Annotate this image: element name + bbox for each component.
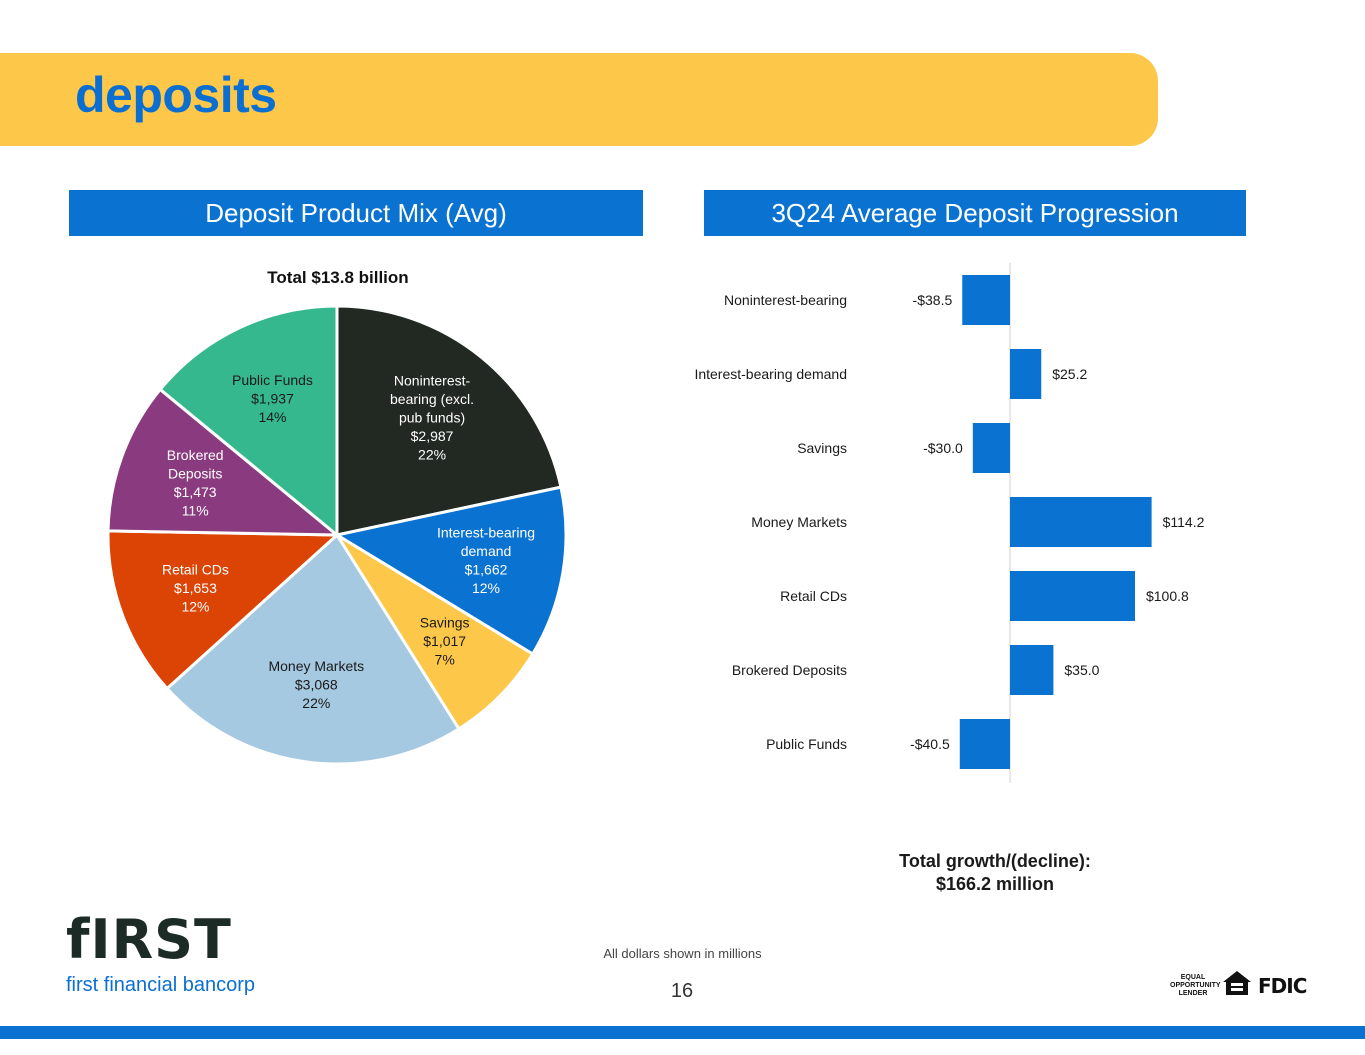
bar-category-label-3: Money Markets [751, 514, 847, 530]
bar-6 [959, 719, 1010, 769]
pie-slice-5 [106, 387, 342, 537]
pie-slice-label-3: Money Markets $3,068 22% [268, 658, 364, 711]
logo-text: first financial bancorp [66, 974, 255, 996]
bar-3 [1010, 497, 1152, 547]
bar-5 [1010, 645, 1054, 695]
pie-slice-3 [164, 532, 461, 766]
pie-slice-1 [332, 485, 568, 657]
pie-slice-label-0: Noninterest-bearing (excl. pub funds) $2,9… [390, 372, 474, 462]
pie-slice-label-4: Retail CDs $1,653 12% [162, 562, 229, 615]
bar-category-label-0: Noninterest-bearing [724, 292, 847, 308]
total-growth-value: $166.2 million [935, 874, 1055, 894]
logo-mark: fIRST [66, 908, 232, 971]
bar-value-label-1: $25.2 [1052, 366, 1087, 382]
bar-category-label-2: Savings [797, 440, 847, 456]
total-growth: Total growth/(decline): $166.2 million [870, 850, 1120, 896]
bar-value-label-4: $100.8 [1146, 588, 1189, 604]
bar-value-label-2: -$30.0 [923, 440, 963, 456]
bar-value-label-6: -$40.5 [910, 736, 950, 752]
equal-housing-icon [1223, 971, 1251, 995]
regulatory-badges: EQUAL OPPORTUNITY LENDER FDIC [1170, 968, 1307, 1004]
pie-slice-2 [335, 533, 535, 731]
product-mix-header: Deposit Product Mix (Avg) [69, 190, 643, 236]
bar-value-label-3: $114.2 [1163, 514, 1205, 530]
pie-slice-label-5: Brokered Deposits $1,473 11% [167, 447, 224, 518]
fdic-logo: FDIC [1258, 974, 1307, 998]
page-title: deposits [75, 67, 277, 123]
page-number: 16 [670, 980, 694, 1002]
bar-0 [962, 275, 1010, 325]
bar-4 [1010, 571, 1135, 621]
deposit-progression-header: 3Q24 Average Deposit Progression [704, 190, 1246, 236]
pie-chart-title: Total $13.8 billion [267, 268, 409, 287]
bar-value-label-0: -$38.5 [913, 292, 953, 308]
bar-value-label-5: $35.0 [1064, 662, 1099, 678]
footnote: All dollars shown in millions [603, 946, 762, 961]
pie-slice-0 [335, 304, 563, 537]
deposit-mix-pie-chart: Noninterest-bearing (excl. pub funds) $2,9… [106, 304, 568, 766]
title-band [0, 53, 1158, 146]
company-logo: fIRST first financial bancorp [66, 912, 276, 1002]
equal-opportunity-lender-text: EQUAL OPPORTUNITY LENDER [1170, 974, 1221, 997]
bar-category-label-1: Interest-bearing demand [694, 366, 847, 382]
pie-slice-6 [158, 304, 339, 539]
pie-slice-label-6: Public Funds $1,937 14% [232, 372, 313, 425]
bar-category-label-5: Brokered Deposits [732, 662, 847, 678]
pie-slice-label-2: Savings $1,017 7% [420, 615, 470, 668]
bottom-bar [0, 1026, 1365, 1039]
total-growth-label: Total growth/(decline): [899, 851, 1091, 871]
bar-1 [1010, 349, 1042, 399]
pie-slice-label-1: Interest-bearing demand $1,662 12% [437, 525, 535, 597]
bar-2 [972, 423, 1010, 473]
pie-slice-4 [106, 529, 341, 691]
deposit-progression-bar-chart: Noninterest-bearing -$38.5 Interest-bearin… [694, 263, 1205, 783]
bar-category-label-4: Retail CDs [780, 588, 847, 604]
bar-category-label-6: Public Funds [766, 736, 847, 752]
